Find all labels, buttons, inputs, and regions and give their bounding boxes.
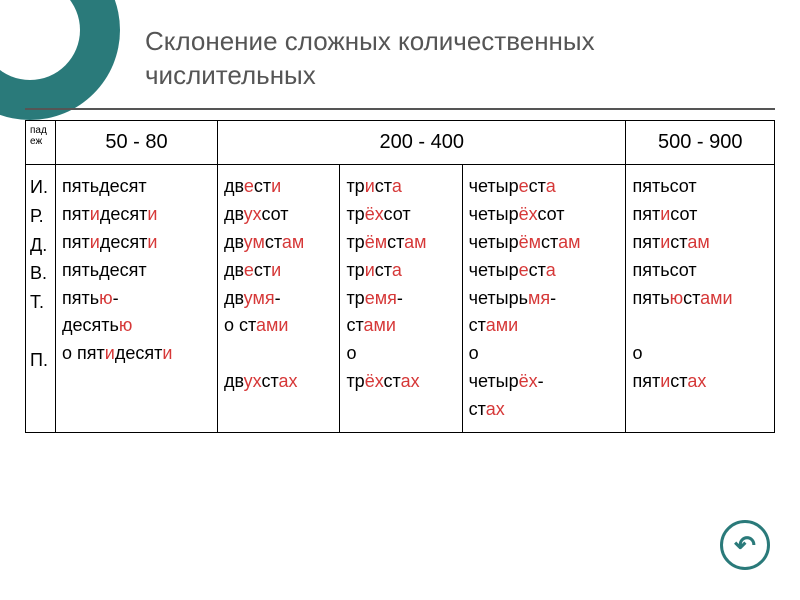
declension-table-container: пад еж 50 - 80 200 - 400 500 - 900 И.Р.Д… — [25, 120, 775, 433]
col-200: двестидвухсотдвумстамдвестидвумя-о стами… — [217, 165, 339, 433]
header-200-400: 200 - 400 — [217, 121, 626, 165]
return-arrow-icon: ↶ — [734, 530, 756, 561]
col-300: тристатрёхсоттрёмстамтристатремя-стамиот… — [340, 165, 462, 433]
case-labels: И.Р.Д.В.Т. П. — [26, 165, 56, 433]
corner-decoration — [0, 0, 120, 120]
col-500-900: пятьсотпятисотпятистампятьсотпятьюстами … — [626, 165, 775, 433]
header-row: пад еж 50 - 80 200 - 400 500 - 900 — [26, 121, 775, 165]
title-line1: Склонение сложных количественных — [145, 26, 595, 56]
back-circle: ↶ — [720, 520, 770, 570]
case-header: пад еж — [26, 121, 56, 165]
title-line2: числительных — [145, 60, 316, 90]
header-500-900: 500 - 900 — [626, 121, 775, 165]
header-50-80: 50 - 80 — [56, 121, 218, 165]
data-row: И.Р.Д.В.Т. П. пятьдесятпятидесятипятидес… — [26, 165, 775, 433]
col-50-80: пятьдесятпятидесятипятидесятипятьдесятпя… — [56, 165, 218, 433]
title-underline — [25, 108, 775, 110]
col-400: четырестачетырёхсотчетырёмстамчетырестач… — [462, 165, 626, 433]
declension-table: пад еж 50 - 80 200 - 400 500 - 900 И.Р.Д… — [25, 120, 775, 433]
page-title: Склонение сложных количественных числите… — [145, 25, 595, 93]
back-button[interactable]: ↶ — [720, 520, 770, 570]
